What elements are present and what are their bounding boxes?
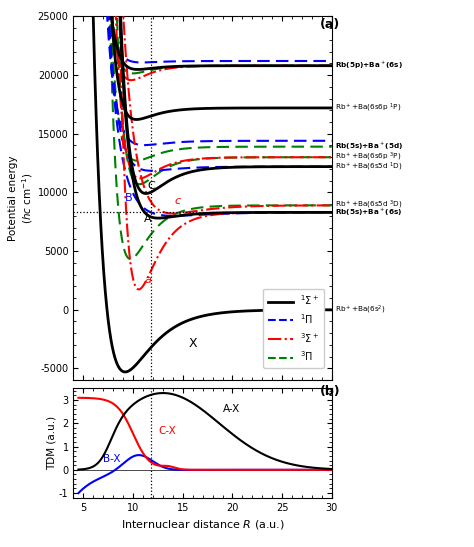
Text: Rb$^+$+Ba(6s$^2$): Rb$^+$+Ba(6s$^2$)	[335, 304, 385, 316]
Text: X: X	[188, 337, 197, 350]
Text: C-X: C-X	[158, 426, 176, 436]
Legend: $^1\Sigma^+$, $^1\Pi$, $^3\Sigma^+$, $^3\Pi$: $^1\Sigma^+$, $^1\Pi$, $^3\Sigma^+$, $^3…	[264, 288, 324, 368]
Text: B-X: B-X	[103, 453, 121, 464]
Y-axis label: Potential energy
($hc$ cm$^{-1}$): Potential energy ($hc$ cm$^{-1}$)	[8, 155, 35, 241]
Text: Rb(5s)+Ba$^+$(6s): Rb(5s)+Ba$^+$(6s)	[335, 207, 402, 218]
X-axis label: Internuclear distance $R$ (a.u.): Internuclear distance $R$ (a.u.)	[121, 518, 284, 531]
Y-axis label: TDM (a.u.): TDM (a.u.)	[46, 416, 56, 470]
Text: a: a	[145, 275, 151, 285]
Text: (a): (a)	[320, 18, 340, 31]
Text: A-X: A-X	[222, 404, 240, 414]
Text: (b): (b)	[320, 385, 340, 398]
Text: Rb(5p)+Ba$^+$(6s): Rb(5p)+Ba$^+$(6s)	[335, 60, 403, 71]
Text: Rb$^+$+Ba(6s6p $^3$P): Rb$^+$+Ba(6s6p $^3$P)	[335, 151, 401, 164]
Text: Rb$^+$+Ba(6s5d $^3$D): Rb$^+$+Ba(6s5d $^3$D)	[335, 199, 402, 212]
Text: c: c	[175, 196, 181, 206]
Text: Rb$^+$+Ba(6s5d $^1$D): Rb$^+$+Ba(6s5d $^1$D)	[335, 160, 402, 173]
Text: C: C	[147, 181, 155, 191]
Text: B: B	[125, 193, 133, 202]
Text: Rb$^+$+Ba(6s6p $^1$P): Rb$^+$+Ba(6s6p $^1$P)	[335, 102, 401, 114]
Text: Rb(5s)+Ba$^+$(5d): Rb(5s)+Ba$^+$(5d)	[335, 141, 403, 152]
Text: A: A	[144, 214, 152, 224]
